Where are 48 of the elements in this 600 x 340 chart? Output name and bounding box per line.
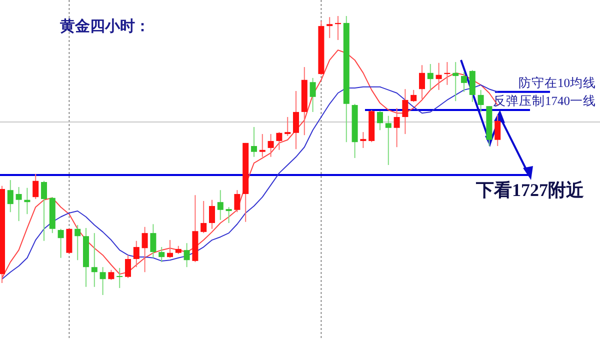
candlestick bbox=[167, 240, 173, 258]
candlestick bbox=[234, 190, 240, 213]
chart-title: 黄金四小时： bbox=[59, 18, 150, 35]
candlestick bbox=[16, 186, 22, 222]
candlestick bbox=[226, 206, 232, 224]
candlestick bbox=[32, 173, 39, 200]
candlestick bbox=[58, 228, 64, 258]
candlestick bbox=[100, 266, 106, 296]
candlestick bbox=[494, 114, 501, 147]
candlestick bbox=[91, 232, 98, 288]
candlestick bbox=[461, 72, 467, 92]
candlestick bbox=[158, 246, 165, 263]
candlestick bbox=[394, 108, 400, 148]
candlestick bbox=[184, 242, 190, 268]
candlestick bbox=[293, 90, 299, 150]
candlestick bbox=[419, 64, 425, 100]
candlestick bbox=[436, 62, 442, 90]
candlestick bbox=[108, 269, 114, 280]
candlestick bbox=[427, 63, 434, 90]
candlestick bbox=[284, 116, 291, 136]
candlestick bbox=[74, 224, 81, 261]
candlestick bbox=[268, 134, 274, 158]
candlestick bbox=[410, 89, 417, 102]
candlestick bbox=[251, 126, 257, 158]
candlestick bbox=[200, 200, 207, 234]
candlestick bbox=[133, 240, 140, 268]
candlestick bbox=[116, 267, 123, 289]
candlestick bbox=[360, 132, 366, 148]
candlestick bbox=[209, 199, 215, 230]
candlestick bbox=[41, 180, 47, 242]
candlestick bbox=[385, 115, 392, 166]
candlestick bbox=[259, 134, 266, 158]
ref-line-label: 防守在10均线 bbox=[518, 76, 596, 90]
candlestick bbox=[142, 226, 148, 273]
candlestick bbox=[377, 110, 383, 131]
candlestick bbox=[452, 62, 459, 102]
candlestick bbox=[217, 190, 224, 220]
candlestick bbox=[310, 77, 316, 112]
candlestick bbox=[276, 132, 282, 150]
candlestick bbox=[125, 254, 131, 278]
candlestick bbox=[7, 180, 14, 213]
candlestick bbox=[402, 88, 408, 135]
ref-line-label: 下看1727附近 bbox=[475, 180, 585, 200]
candlestick bbox=[469, 70, 476, 102]
candlestick bbox=[326, 16, 333, 39]
candlestick bbox=[66, 228, 72, 254]
candlestick bbox=[478, 89, 484, 112]
candlestick bbox=[150, 224, 156, 258]
